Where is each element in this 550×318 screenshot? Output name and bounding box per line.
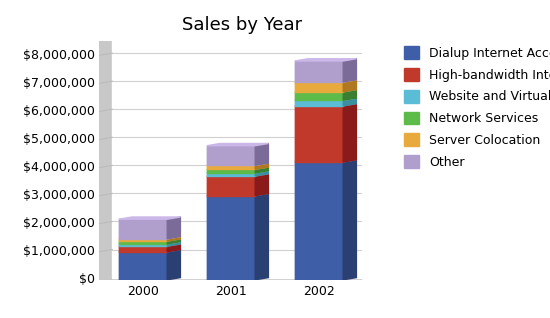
Polygon shape [207,193,268,196]
Polygon shape [119,244,180,246]
Polygon shape [255,171,268,176]
Text: $0: $0 [79,273,95,286]
Text: $8,000,000: $8,000,000 [23,49,95,62]
Polygon shape [207,167,268,169]
Polygon shape [119,242,180,244]
Text: $2,000,000: $2,000,000 [23,217,95,230]
Polygon shape [255,193,268,280]
Polygon shape [99,278,361,280]
Polygon shape [295,98,356,100]
Polygon shape [255,143,268,165]
Polygon shape [119,217,180,219]
Polygon shape [295,106,343,162]
Polygon shape [207,143,268,146]
Polygon shape [343,104,356,162]
Polygon shape [343,98,356,106]
Polygon shape [255,167,268,173]
Polygon shape [295,100,343,106]
Polygon shape [343,80,356,92]
Polygon shape [207,146,255,165]
Polygon shape [119,239,180,241]
Polygon shape [207,171,268,173]
Polygon shape [295,80,356,82]
Polygon shape [207,163,268,165]
Polygon shape [295,61,343,82]
Text: $1,000,000: $1,000,000 [23,245,95,258]
Polygon shape [119,239,167,241]
Polygon shape [119,219,167,239]
Polygon shape [295,90,356,92]
Polygon shape [167,244,180,252]
Polygon shape [99,39,112,280]
Polygon shape [207,176,255,196]
Text: $7,000,000: $7,000,000 [23,77,95,90]
Polygon shape [119,244,167,246]
Polygon shape [207,173,255,176]
Legend: Dialup Internet Access, High-bandwidth Internet Access, Website and Virtual Doma: Dialup Internet Access, High-bandwidth I… [399,41,550,174]
Polygon shape [295,160,356,162]
Text: $4,000,000: $4,000,000 [23,161,95,174]
Polygon shape [119,250,180,252]
Polygon shape [119,252,167,280]
Polygon shape [167,237,180,241]
Polygon shape [167,242,180,246]
Polygon shape [167,217,180,239]
Polygon shape [255,163,268,169]
Polygon shape [295,104,356,106]
Polygon shape [167,250,180,280]
Polygon shape [112,39,361,278]
Polygon shape [295,162,343,280]
Text: $5,000,000: $5,000,000 [23,133,95,146]
Polygon shape [207,174,268,176]
Polygon shape [207,165,255,169]
Polygon shape [343,160,356,280]
Polygon shape [255,174,268,196]
Polygon shape [119,237,180,239]
Polygon shape [207,196,255,280]
Polygon shape [295,82,343,92]
Polygon shape [119,246,167,252]
Polygon shape [295,92,343,100]
Polygon shape [295,59,356,61]
Polygon shape [343,59,356,82]
Polygon shape [119,241,167,244]
Polygon shape [167,239,180,244]
Title: Sales by Year: Sales by Year [182,16,302,34]
Polygon shape [343,90,356,100]
Text: $3,000,000: $3,000,000 [23,189,95,202]
Text: $6,000,000: $6,000,000 [23,105,95,118]
Polygon shape [207,169,255,173]
